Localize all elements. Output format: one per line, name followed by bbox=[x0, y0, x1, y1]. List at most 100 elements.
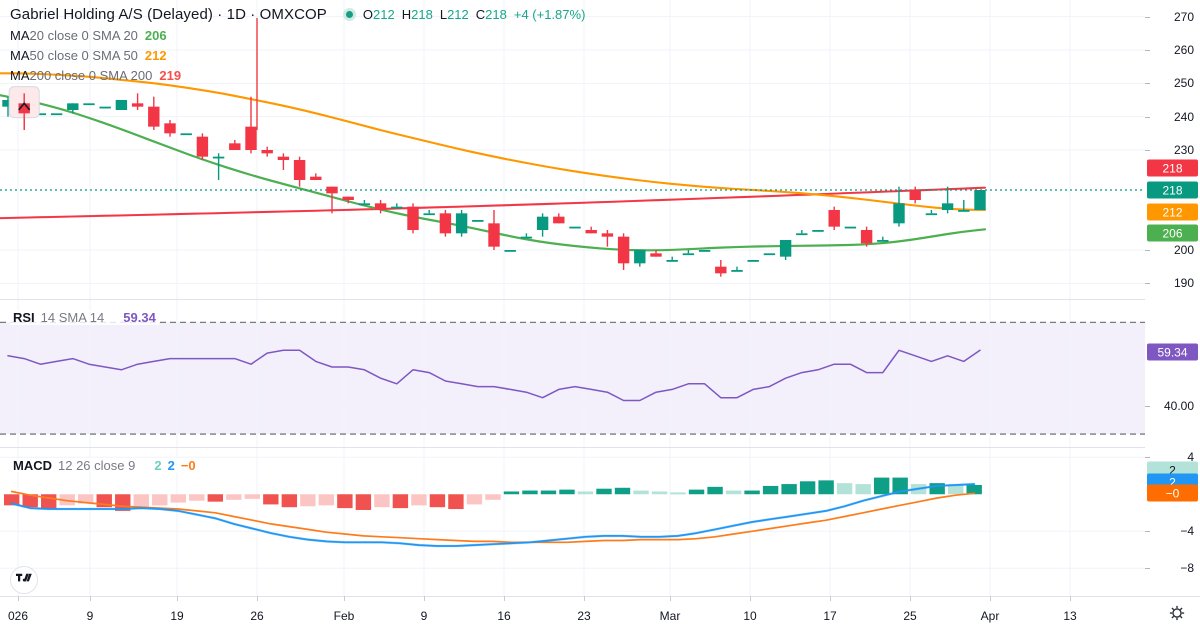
tradingview-logo-icon bbox=[16, 573, 32, 582]
close-label: C bbox=[475, 7, 486, 22]
legend-ma50[interactable]: MA 50 close 0 SMA 50 212 bbox=[10, 49, 585, 62]
ma50-params: 50 close 0 SMA 50 bbox=[29, 48, 138, 63]
macd-tick--4: −4 bbox=[1180, 524, 1194, 539]
macd-tick--8: −8 bbox=[1180, 561, 1194, 576]
rsi-series bbox=[7, 349, 981, 402]
axis-tick bbox=[1145, 250, 1150, 251]
macd-legend[interactable]: MACD 12 26 close 9 2 2 −0 bbox=[10, 458, 199, 473]
time-label-26: 26 bbox=[250, 609, 264, 623]
price-gridlines bbox=[0, 0, 1145, 300]
ma50-name: MA bbox=[10, 48, 30, 63]
rsi-gridlines bbox=[0, 300, 1145, 448]
macd-line-value: 2 bbox=[167, 458, 175, 473]
axis-tick bbox=[1145, 16, 1150, 18]
macd-signal-badge[interactable]: −0 bbox=[1147, 484, 1198, 502]
price-tick-270: 270 bbox=[1173, 9, 1194, 24]
time-label-9: 9 bbox=[420, 609, 428, 623]
price-pane[interactable] bbox=[0, 0, 1145, 300]
price-tick-260: 260 bbox=[1173, 43, 1194, 57]
ohlc-values: O212 H218 L212 C218 +4 (+1.87%) bbox=[342, 7, 585, 22]
open-label: O bbox=[362, 7, 374, 22]
rsi-tick-40: 40.00 bbox=[1163, 399, 1194, 414]
time-tick bbox=[344, 596, 345, 601]
ma200-price-badge[interactable]: 218 bbox=[1147, 159, 1198, 177]
price-plot bbox=[0, 0, 1145, 300]
axis-tick bbox=[1145, 568, 1150, 570]
rsi-value-badge[interactable]: 59.34 bbox=[1147, 343, 1198, 361]
gear-icon[interactable] bbox=[1166, 602, 1188, 624]
time-label-17: 17 bbox=[823, 609, 837, 623]
macd-hist-value: 2 bbox=[154, 458, 162, 473]
price-series bbox=[0, 18, 1145, 277]
time-label-23: 23 bbox=[577, 609, 591, 623]
price-tick-240: 240 bbox=[1173, 109, 1194, 124]
low-label: L bbox=[439, 7, 448, 22]
ma50-price-badge[interactable]: 212 bbox=[1147, 203, 1198, 221]
macd-series bbox=[4, 477, 982, 548]
macd-params: 12 26 close 9 bbox=[58, 458, 136, 473]
time-label-19: 19 bbox=[170, 609, 184, 623]
axis-tick bbox=[1145, 283, 1150, 285]
axis-tick bbox=[1145, 150, 1150, 151]
time-tick bbox=[750, 596, 751, 601]
time-axis-separator bbox=[0, 596, 1200, 597]
axis-tick bbox=[1145, 50, 1150, 51]
time-tick bbox=[670, 596, 671, 601]
ma200-name: MA bbox=[10, 68, 30, 83]
macd-pane[interactable] bbox=[0, 448, 1145, 596]
legend-ma20[interactable]: MA 20 close 0 SMA 20 206 bbox=[10, 29, 585, 42]
time-tick bbox=[90, 596, 91, 601]
rsi-legend[interactable]: RSI 14 SMA 14 59.34 bbox=[10, 310, 159, 325]
tradingview-logo[interactable] bbox=[10, 566, 38, 594]
time-label-13: 13 bbox=[1063, 609, 1077, 623]
time-axis[interactable]: 026 9 19 26 Feb 9 16 23 Mar 10 17 25 Apr 13 bbox=[0, 596, 1200, 630]
ma20-name: MA bbox=[10, 28, 30, 43]
high-label: H bbox=[401, 7, 412, 22]
ma20-price-badge[interactable]: 206 bbox=[1147, 224, 1198, 242]
axis-tick bbox=[1145, 457, 1150, 459]
price-axis[interactable]: 270 260 250 240 230 200 190 218 218 212 206 40.00 59… bbox=[1145, 0, 1200, 596]
low-value: 212 bbox=[447, 7, 469, 22]
ma20-params: 20 close 0 SMA 20 bbox=[29, 28, 138, 43]
time-tick bbox=[504, 596, 505, 601]
last-price-badge[interactable]: 218 bbox=[1147, 181, 1198, 199]
time-tick bbox=[177, 596, 178, 601]
pane-separator-1 bbox=[0, 299, 1145, 300]
ma20-value: 206 bbox=[144, 28, 167, 43]
axis-tick bbox=[1145, 83, 1150, 85]
macd-tick-4: 4 bbox=[1187, 450, 1194, 465]
rsi-pane[interactable] bbox=[0, 300, 1145, 448]
time-label-Apr: Apr bbox=[980, 609, 1000, 623]
time-label-16: 16 bbox=[497, 609, 511, 623]
axis-tick bbox=[1145, 406, 1150, 408]
time-tick bbox=[257, 596, 258, 601]
high-value: 218 bbox=[411, 7, 433, 22]
time-label-9: 9 bbox=[86, 609, 94, 623]
ma200-value: 219 bbox=[159, 68, 182, 83]
macd-name: MACD bbox=[13, 458, 52, 473]
price-tick-200: 200 bbox=[1173, 243, 1194, 257]
ma50-value: 212 bbox=[144, 48, 167, 63]
time-tick bbox=[424, 596, 425, 601]
price-legend: Gabriel Holding A/S (Delayed) · 1D · OMX… bbox=[10, 7, 585, 89]
circle-dot-icon bbox=[342, 8, 356, 21]
time-label-026: 026 bbox=[7, 609, 29, 623]
time-tick bbox=[584, 596, 585, 601]
macd-gridlines bbox=[0, 448, 1145, 596]
time-tick bbox=[1070, 596, 1071, 601]
time-tick bbox=[910, 596, 911, 601]
time-tick bbox=[18, 596, 19, 601]
time-label-Feb: Feb bbox=[333, 609, 355, 623]
time-label-10: 10 bbox=[743, 609, 757, 623]
ma200-params: 200 close 0 SMA 200 bbox=[29, 68, 153, 83]
rsi-name: RSI bbox=[13, 310, 35, 325]
time-label-Mar: Mar bbox=[659, 609, 681, 623]
rsi-plot bbox=[0, 300, 1145, 448]
symbol-title[interactable]: Gabriel Holding A/S (Delayed) · 1D · OMX… bbox=[10, 6, 327, 23]
price-tick-190: 190 bbox=[1173, 276, 1194, 291]
time-tick bbox=[830, 596, 831, 601]
time-tick bbox=[990, 596, 991, 601]
legend-ma200[interactable]: MA 200 close 0 SMA 200 219 bbox=[10, 69, 585, 82]
pane-separator-2 bbox=[0, 447, 1145, 448]
